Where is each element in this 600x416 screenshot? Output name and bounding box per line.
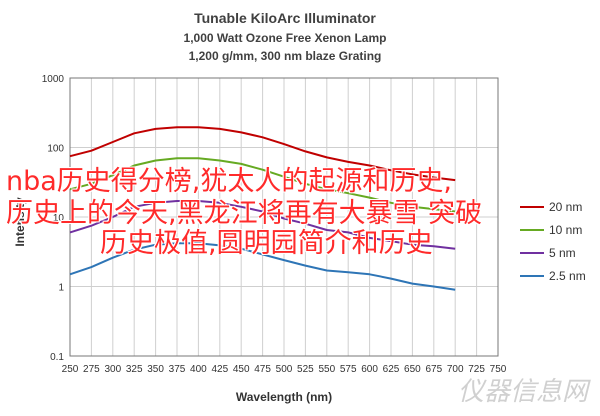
plot-area <box>69 77 499 357</box>
x-tick-label-5: 375 <box>169 364 186 375</box>
y-tick-label-0: 0.1 <box>50 352 64 363</box>
y-tick-label-4: 1000 <box>42 74 65 85</box>
x-ticks: 250 275 300 325 350 375 400 425 450 475 500 525 550 5… <box>62 364 507 375</box>
x-tick-label-17: 675 <box>425 364 442 375</box>
x-tick-label-18: 700 <box>447 364 464 375</box>
x-tick-label-20: 750 <box>490 364 507 375</box>
legend-label-2: 5 nm <box>549 246 576 260</box>
series-line-0 <box>69 126 456 182</box>
chart-title: Tunable KiloArc Illuminator <box>194 10 376 26</box>
x-tick-label-15: 625 <box>383 364 400 375</box>
x-tick-label-16: 650 <box>404 364 421 375</box>
x-tick-label-11: 525 <box>297 364 314 375</box>
x-tick-label-14: 600 <box>361 364 378 375</box>
overlay-line-2: 历史上的今天,黑龙江将再有大暴雪 突破 <box>6 198 483 229</box>
x-tick-label-6: 400 <box>190 364 207 375</box>
legend-label-3: 2.5 nm <box>549 269 586 283</box>
x-tick-label-10: 500 <box>276 364 293 375</box>
x-tick-label-19: 725 <box>468 364 485 375</box>
x-tick-label-7: 425 <box>211 364 228 375</box>
y-axis-label: Intensity <box>13 197 27 247</box>
x-tick-label-1: 275 <box>83 364 100 375</box>
y-tick-label-3: 100 <box>47 144 64 155</box>
overlay-line-3: 历史极值,圆明园简介和历史 <box>100 228 433 259</box>
x-tick-label-13: 575 <box>340 364 357 375</box>
y-tick-label-1: 1 <box>58 283 64 294</box>
x-tick-label-2: 300 <box>104 364 121 375</box>
chart-subtitle-2: 1,200 g/mm, 300 nm blaze Grating <box>189 49 382 63</box>
series-line-3 <box>69 242 456 291</box>
legend: 20 nm 10 nm 5 nm 2.5 nm <box>520 200 586 283</box>
x-tick-label-4: 350 <box>147 364 164 375</box>
legend-label-0: 20 nm <box>549 200 582 214</box>
x-tick-label-12: 550 <box>318 364 335 375</box>
chart-subtitle-1: 1,000 Watt Ozone Free Xenon Lamp <box>184 31 387 45</box>
x-axis-label: Wavelength (nm) <box>236 390 332 404</box>
series-group <box>69 126 456 291</box>
legend-label-1: 10 nm <box>549 223 582 237</box>
x-tick-label-8: 450 <box>233 364 250 375</box>
x-tick-label-9: 475 <box>254 364 271 375</box>
x-tick-label-0: 250 <box>62 364 79 375</box>
watermark: 仪器信息网 <box>457 377 588 407</box>
y-tick-label-2: 10 <box>53 213 65 224</box>
overlay-line-1: nba历史得分榜,犹太人的起源和历史, <box>6 166 452 197</box>
series-line-1 <box>69 157 456 213</box>
y-ticks: 0.1 1 10 100 1000 <box>42 74 65 363</box>
series-line-2 <box>69 200 456 250</box>
x-tick-label-3: 325 <box>126 364 143 375</box>
